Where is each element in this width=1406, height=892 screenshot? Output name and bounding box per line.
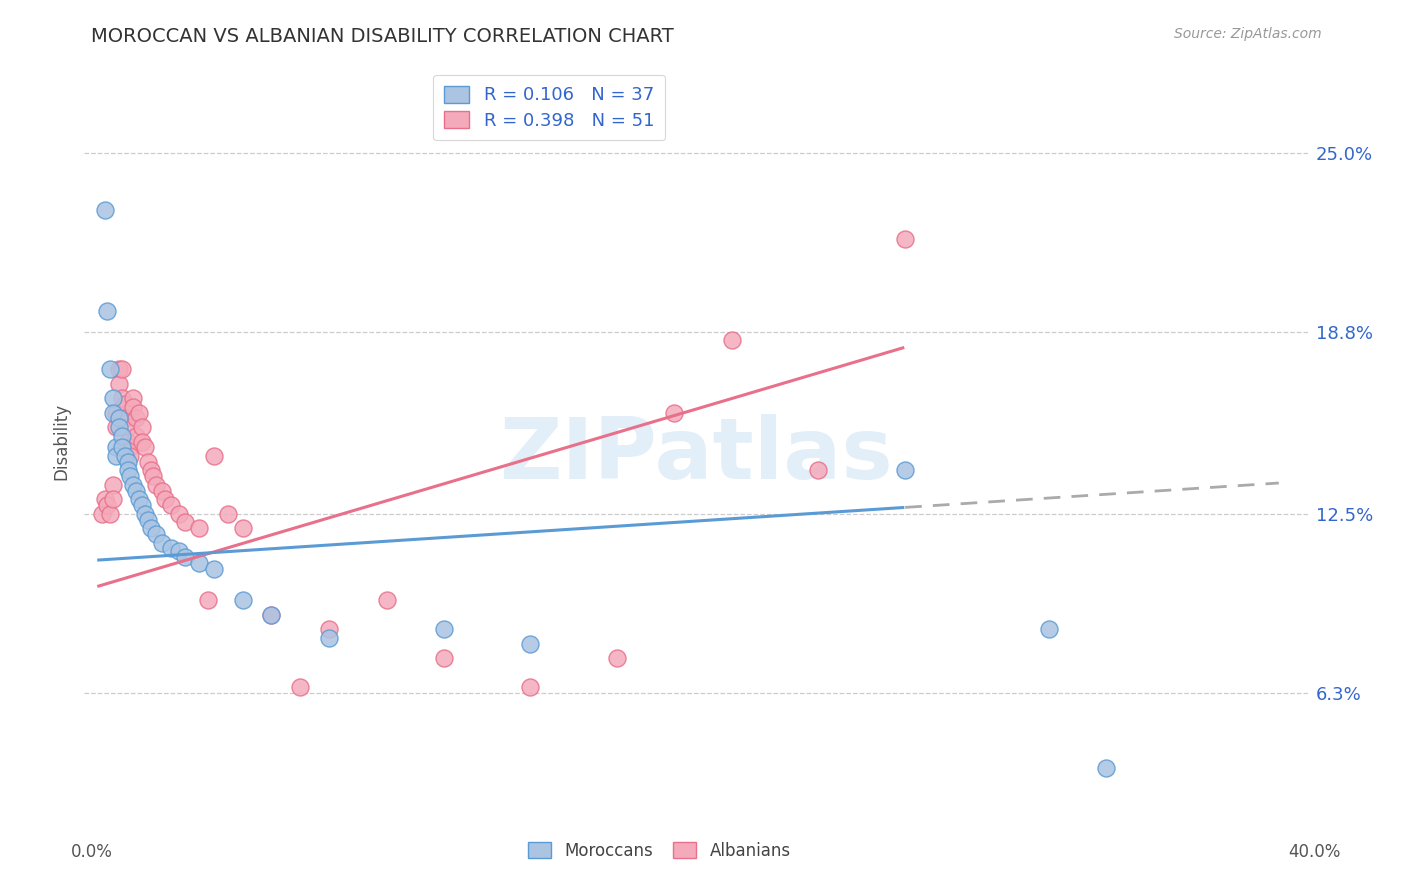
- Point: [125, 411, 148, 425]
- Point: [114, 449, 136, 463]
- Point: [105, 420, 128, 434]
- Point: [93, 203, 115, 218]
- Point: [131, 420, 153, 434]
- Point: [134, 507, 156, 521]
- Point: [108, 362, 131, 376]
- Point: [232, 593, 254, 607]
- Point: [174, 516, 197, 530]
- Point: [90, 507, 112, 521]
- Point: [606, 651, 628, 665]
- Point: [290, 680, 312, 694]
- Point: [114, 397, 136, 411]
- Point: [260, 607, 283, 622]
- Point: [664, 406, 686, 420]
- Point: [105, 449, 128, 463]
- Point: [519, 637, 541, 651]
- Point: [114, 411, 136, 425]
- Point: [150, 483, 173, 498]
- Point: [122, 391, 145, 405]
- Text: 0.0%: 0.0%: [70, 843, 112, 861]
- Point: [117, 455, 139, 469]
- Text: Source: ZipAtlas.com: Source: ZipAtlas.com: [1174, 27, 1322, 41]
- Point: [318, 623, 340, 637]
- Legend: Moroccans, Albanians: Moroccans, Albanians: [522, 836, 797, 867]
- Point: [111, 391, 134, 405]
- Point: [111, 429, 134, 443]
- Point: [125, 429, 148, 443]
- Point: [105, 406, 128, 420]
- Point: [188, 556, 211, 570]
- Point: [893, 232, 915, 246]
- Point: [101, 492, 124, 507]
- Point: [433, 651, 456, 665]
- Point: [120, 440, 142, 454]
- Point: [125, 483, 148, 498]
- Point: [159, 498, 181, 512]
- Point: [519, 680, 541, 694]
- Point: [101, 391, 124, 405]
- Point: [111, 440, 134, 454]
- Point: [202, 562, 225, 576]
- Point: [108, 420, 131, 434]
- Point: [807, 463, 830, 477]
- Point: [120, 469, 142, 483]
- Point: [145, 478, 167, 492]
- Point: [260, 607, 283, 622]
- Point: [188, 521, 211, 535]
- Point: [375, 593, 398, 607]
- Point: [153, 492, 176, 507]
- Point: [93, 492, 115, 507]
- Point: [111, 362, 134, 376]
- Point: [98, 507, 121, 521]
- Point: [131, 498, 153, 512]
- Point: [197, 593, 219, 607]
- Point: [217, 507, 239, 521]
- Point: [169, 507, 191, 521]
- Point: [134, 440, 156, 454]
- Point: [145, 527, 167, 541]
- Point: [318, 631, 340, 645]
- Point: [721, 334, 744, 348]
- Point: [150, 535, 173, 549]
- Point: [1038, 623, 1060, 637]
- Point: [108, 376, 131, 391]
- Point: [96, 304, 118, 318]
- Point: [139, 463, 162, 477]
- Point: [136, 455, 159, 469]
- Point: [101, 478, 124, 492]
- Point: [142, 469, 165, 483]
- Point: [98, 362, 121, 376]
- Point: [174, 550, 197, 565]
- Text: ZIPatlas: ZIPatlas: [499, 415, 893, 498]
- Point: [202, 449, 225, 463]
- Point: [117, 434, 139, 449]
- Point: [131, 434, 153, 449]
- Point: [159, 541, 181, 556]
- Point: [893, 463, 915, 477]
- Point: [128, 492, 150, 507]
- Point: [169, 544, 191, 558]
- Point: [1095, 761, 1118, 775]
- Point: [117, 420, 139, 434]
- Point: [232, 521, 254, 535]
- Text: 40.0%: 40.0%: [1288, 843, 1341, 861]
- Point: [96, 498, 118, 512]
- Point: [105, 440, 128, 454]
- Point: [101, 406, 124, 420]
- Point: [120, 449, 142, 463]
- Point: [117, 463, 139, 477]
- Point: [136, 512, 159, 526]
- Point: [128, 406, 150, 420]
- Point: [108, 411, 131, 425]
- Point: [433, 623, 456, 637]
- Text: MOROCCAN VS ALBANIAN DISABILITY CORRELATION CHART: MOROCCAN VS ALBANIAN DISABILITY CORRELAT…: [91, 27, 673, 45]
- Point: [122, 400, 145, 414]
- Point: [122, 478, 145, 492]
- Point: [139, 521, 162, 535]
- Y-axis label: Disability: Disability: [52, 403, 70, 480]
